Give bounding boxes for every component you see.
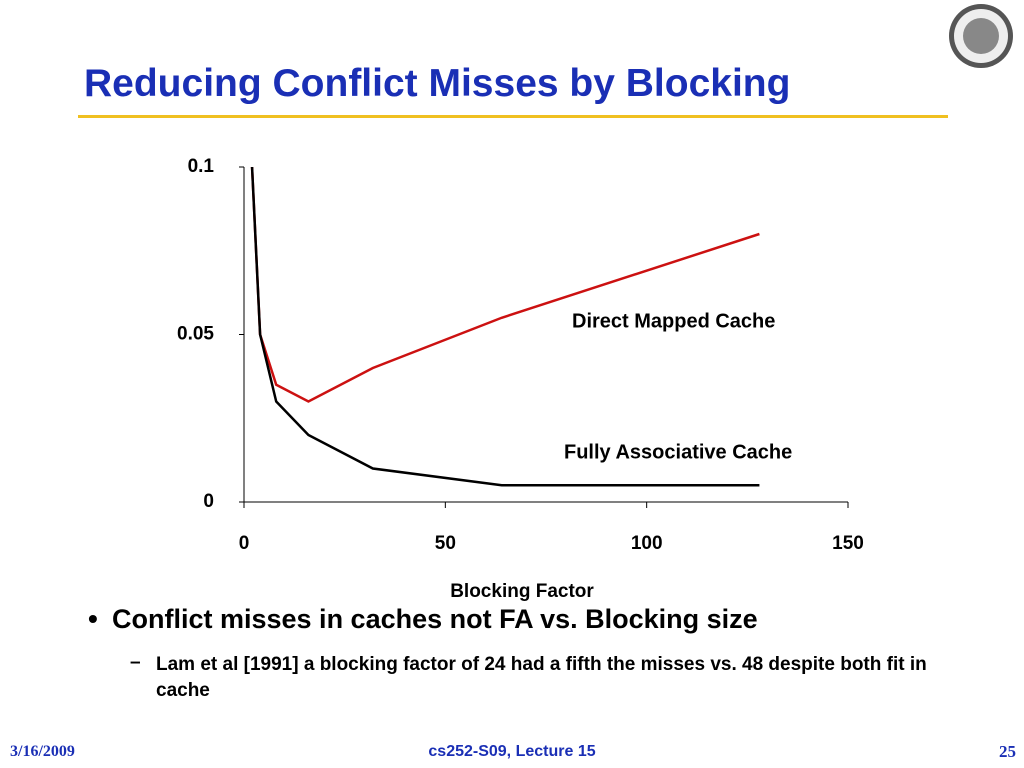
x-axis-label: Blocking Factor <box>450 581 594 602</box>
series-label: Direct Mapped Cache <box>572 310 775 332</box>
series-line <box>250 166 760 487</box>
series-label: Fully Associative Cache <box>564 441 792 463</box>
x-tick-label: 150 <box>832 533 864 554</box>
logo <box>949 4 1013 68</box>
bullet-marker: • <box>88 603 98 634</box>
x-tick-label: 100 <box>631 533 663 554</box>
sub-bullet-marker: – <box>130 652 141 673</box>
y-tick-label: 0 <box>203 491 214 512</box>
y-tick-label: 0.1 <box>188 156 215 177</box>
footer-course: cs252-S09, Lecture 15 <box>428 743 596 760</box>
y-tick-label: 0.05 <box>177 324 214 345</box>
series-line <box>250 166 760 403</box>
title-rule <box>78 115 948 118</box>
x-tick-label: 50 <box>435 533 456 554</box>
bullet-text: Conflict misses in caches not FA vs. Blo… <box>112 604 758 634</box>
footer-date: 3/16/2009 <box>10 743 75 760</box>
footer-page: 25 <box>999 742 1016 761</box>
logo-seal <box>963 18 999 54</box>
slide-title: Reducing Conflict Misses by Blocking <box>84 62 791 105</box>
x-tick-label: 0 <box>239 533 250 554</box>
chart: Blocking Factor 0 0.05 0.1 0 50 100 150 Direct … <box>177 156 864 602</box>
sub-bullet-text: Lam et al [1991] a blocking factor of 24… <box>156 654 927 701</box>
